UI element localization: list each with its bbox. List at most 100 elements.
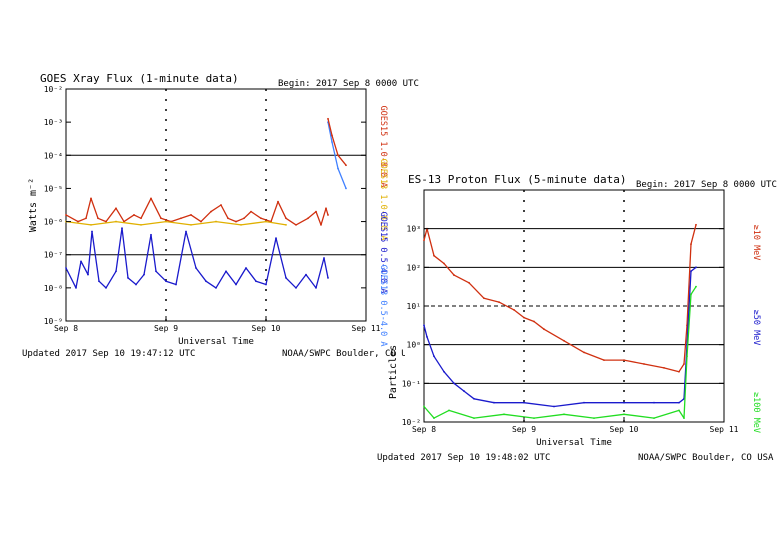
xray-series-line [65,220,287,226]
xray-series-line [327,121,347,189]
proton-data-point [653,401,655,404]
xray-updated-label: Updated 2017 Sep 10 19:47:12 UTC [22,349,195,359]
proton-data-point [678,370,680,373]
xray-data-point [255,280,257,283]
proton-y-tick-label: 10¹ [407,302,421,311]
proton-data-point [473,397,475,400]
xray-data-point [325,207,327,210]
proton-series-group [423,223,697,420]
xray-data-point [155,270,157,273]
xray-y-tick-label: 10⁻⁹ [44,317,63,326]
xray-grid [66,89,366,321]
proton-data-point [686,355,688,358]
proton-data-point [443,262,445,265]
xray-data-point [150,233,152,236]
xray-data-point [98,280,100,283]
xray-data-point [320,223,322,226]
xray-data-point [295,286,297,289]
xray-x-tick-label: Sep 9 [154,324,178,333]
proton-data-point [623,401,625,404]
proton-data-point [453,382,455,385]
proton-data-point [433,254,435,257]
xray-data-point [331,134,333,137]
xray-begin-label: Begin: 2017 Sep 8 0000 UTC [278,79,419,89]
xray-data-point [327,117,329,120]
proton-data-point [533,417,535,420]
proton-data-point [433,417,435,420]
proton-data-point [643,363,645,365]
xray-data-point [140,223,142,226]
xray-credit-label: NOAA/SWPC Boulder, CO USA [282,349,418,359]
proton-data-point [513,308,515,311]
xray-series-line [327,118,347,166]
xray-series-group [65,117,347,289]
xray-data-point [337,167,339,170]
xray-y-tick-label: 10⁻³ [44,118,63,127]
xray-data-point [295,223,297,226]
proton-data-point [563,339,565,342]
proton-x-tick-label: Sep 11 [710,425,739,434]
proton-data-point [695,285,697,288]
xray-data-point [265,220,267,223]
xray-data-point [185,230,187,233]
xray-data-point [275,237,277,240]
proton-data-point [473,417,475,420]
xray-data-point [327,277,329,279]
proton-legend-label: ≥10 MeV [751,225,761,261]
xray-x-tick-labels: Sep 8 Sep 9 Sep 10 Sep 11 [54,316,381,333]
xray-data-point [65,267,67,269]
proton-legend-label: ≥100 MeV [751,392,761,433]
proton-data-point [426,336,428,338]
proton-x-axis-label: Universal Time [536,438,612,448]
xray-data-point [315,210,317,213]
xray-data-point [285,223,287,226]
xray-data-point [65,214,67,216]
xray-data-point [87,273,89,276]
xray-data-point [307,217,309,220]
xray-data-point [150,197,152,200]
proton-data-point [433,355,435,358]
xray-data-point [285,277,287,279]
proton-data-point [498,301,500,304]
xray-data-point [225,270,227,273]
proton-x-tick-label: Sep 9 [512,425,536,434]
xray-series-line [65,227,329,289]
proton-data-point [603,359,605,362]
proton-data-point [463,390,465,392]
xray-data-point [220,204,222,206]
xray-flux-chart: GOES Xray Flux (1-minute data) Begin: 20… [22,72,419,359]
proton-data-point [553,405,555,408]
xray-data-point [215,220,217,223]
proton-data-point [483,297,485,300]
xray-data-point [143,273,145,276]
proton-x-tick-label: Sep 10 [610,425,639,434]
xray-y-tick-label: 10⁻⁸ [44,284,63,293]
proton-data-point [583,351,585,354]
proton-data-point [423,405,425,408]
proton-data-point [533,320,535,323]
xray-data-point [165,220,167,223]
proton-data-point [523,316,525,319]
proton-y-tick-labels: 10³ 10² 10¹ 10⁰ 10⁻¹ 10⁻² [402,225,724,427]
proton-data-point [663,366,665,369]
proton-data-point [690,293,692,296]
xray-data-point [105,286,107,289]
proton-x-tick-label: Sep 8 [412,425,436,434]
proton-data-point [448,409,450,412]
proton-data-point [503,413,505,416]
xray-legend-label: GOES15 1.0-8.0 A [378,106,388,188]
proton-y-tick-label: 10⁻² [402,418,421,427]
xray-data-point [80,260,82,263]
proton-legend-labels: ≥10 MeV ≥50 MeV ≥100 MeV [751,225,761,433]
proton-legend-label: ≥50 MeV [751,310,761,346]
xray-data-point [85,217,87,220]
proton-grid [424,190,724,422]
proton-data-point [683,417,685,420]
proton-y-tick-label: 10² [407,263,421,272]
xray-data-point [77,220,79,223]
xray-x-tick-label: Sep 10 [252,324,281,333]
xray-data-point [165,280,167,283]
xray-y-tick-labels: 10⁻² 10⁻³ 10⁻⁴ 10⁻⁵ 10⁻⁶ 10⁻⁷ 10⁻⁸ 10⁻⁹ [44,85,366,326]
proton-data-point [523,401,525,404]
